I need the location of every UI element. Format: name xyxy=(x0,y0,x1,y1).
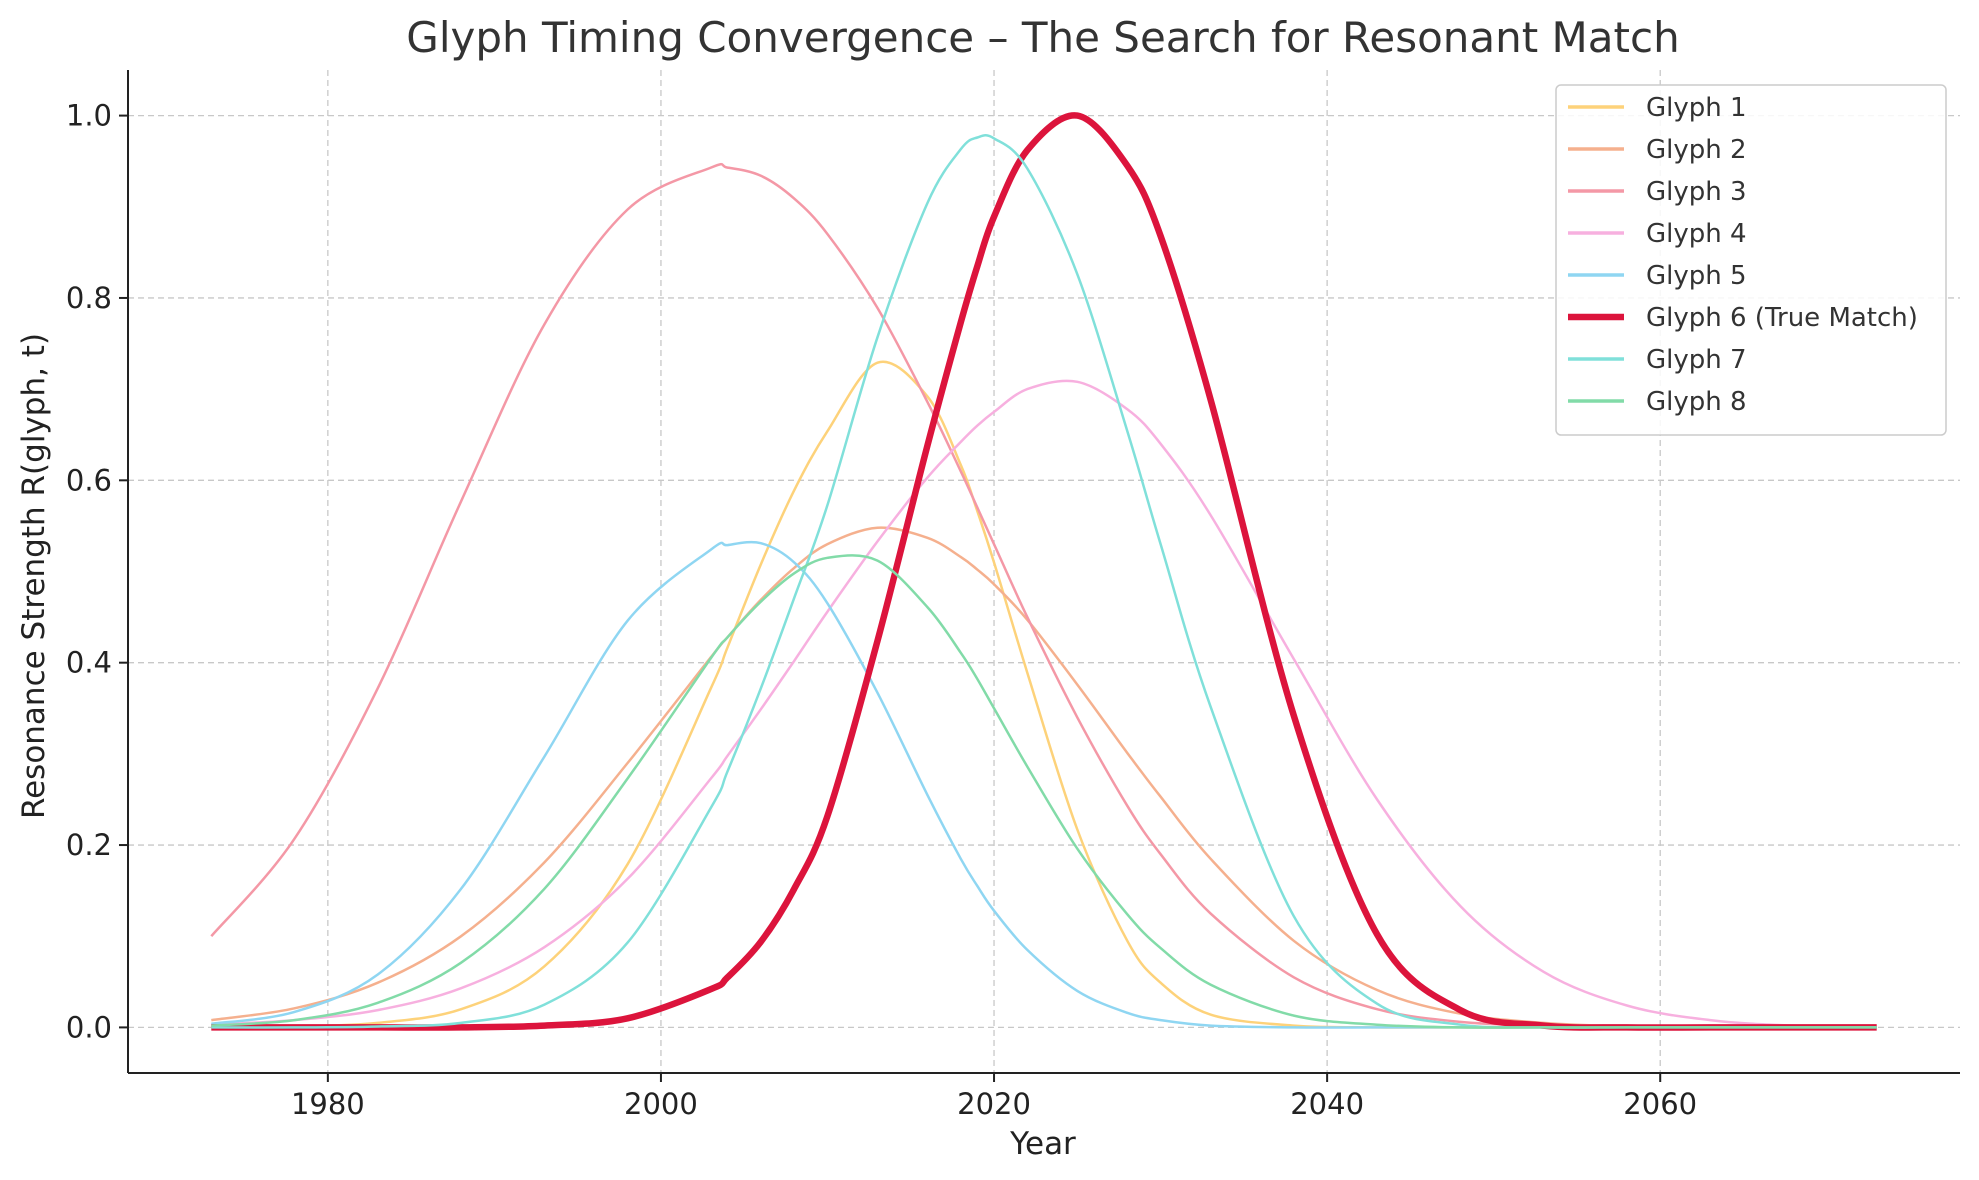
legend-label-glyph-8: Glyph 8 xyxy=(1646,387,1747,417)
legend-label-glyph-7: Glyph 7 xyxy=(1646,345,1747,375)
y-tick-label: 0.8 xyxy=(66,281,112,315)
legend-label-glyph-2: Glyph 2 xyxy=(1646,135,1747,165)
x-tick-label: 2040 xyxy=(1290,1087,1364,1121)
legend-label-glyph-1: Glyph 1 xyxy=(1646,93,1747,123)
series-line-glyph-5 xyxy=(211,540,1877,1029)
plot-series xyxy=(210,112,1877,1031)
x-tick-label: 2000 xyxy=(624,1087,698,1121)
x-tick-label: 2060 xyxy=(1623,1087,1697,1121)
x-tick-label: 2020 xyxy=(957,1087,1031,1121)
legend: Glyph 1 Glyph 2 Glyph 3 Glyph 4 Glyph 5 Glyph… xyxy=(1555,84,1947,436)
series-line-glyph-1 xyxy=(211,360,1877,1029)
axes: 1980 2000 2020 2040 2060 0.0 0.2 0.4 0.6 0.8 1.0 xyxy=(66,70,1960,1121)
series-line-glyph-6-true-match xyxy=(211,112,1877,1031)
series-line-glyph-4 xyxy=(211,379,1877,1028)
grid-lines xyxy=(128,70,1960,1073)
legend-box xyxy=(1555,84,1947,436)
y-tick-label: 0.2 xyxy=(66,828,112,862)
y-tick-label: 0.4 xyxy=(66,646,112,680)
legend-label-glyph-4: Glyph 4 xyxy=(1646,219,1747,249)
x-axis-label: Year xyxy=(1009,1126,1076,1162)
legend-label-glyph-5: Glyph 5 xyxy=(1646,261,1747,291)
series-line-glyph-3 xyxy=(210,162,1877,1029)
series-line-glyph-8 xyxy=(211,554,1877,1029)
legend-label-glyph-6-true-match: Glyph 6 (True Match) xyxy=(1646,303,1918,333)
x-tick-label: 1980 xyxy=(291,1087,365,1121)
legend-label-glyph-3: Glyph 3 xyxy=(1646,177,1747,207)
series-line-glyph-7 xyxy=(211,134,1877,1029)
series-line-glyph-2 xyxy=(211,526,1877,1029)
y-tick-label: 0.6 xyxy=(66,463,112,497)
y-tick-label: 1.0 xyxy=(66,99,112,133)
y-tick-label: 0.0 xyxy=(66,1010,112,1044)
y-axis-label: Resonance Strength R(glyph, t) xyxy=(16,333,52,819)
chart-title: Glyph Timing Convergence – The Search fo… xyxy=(406,13,1679,62)
